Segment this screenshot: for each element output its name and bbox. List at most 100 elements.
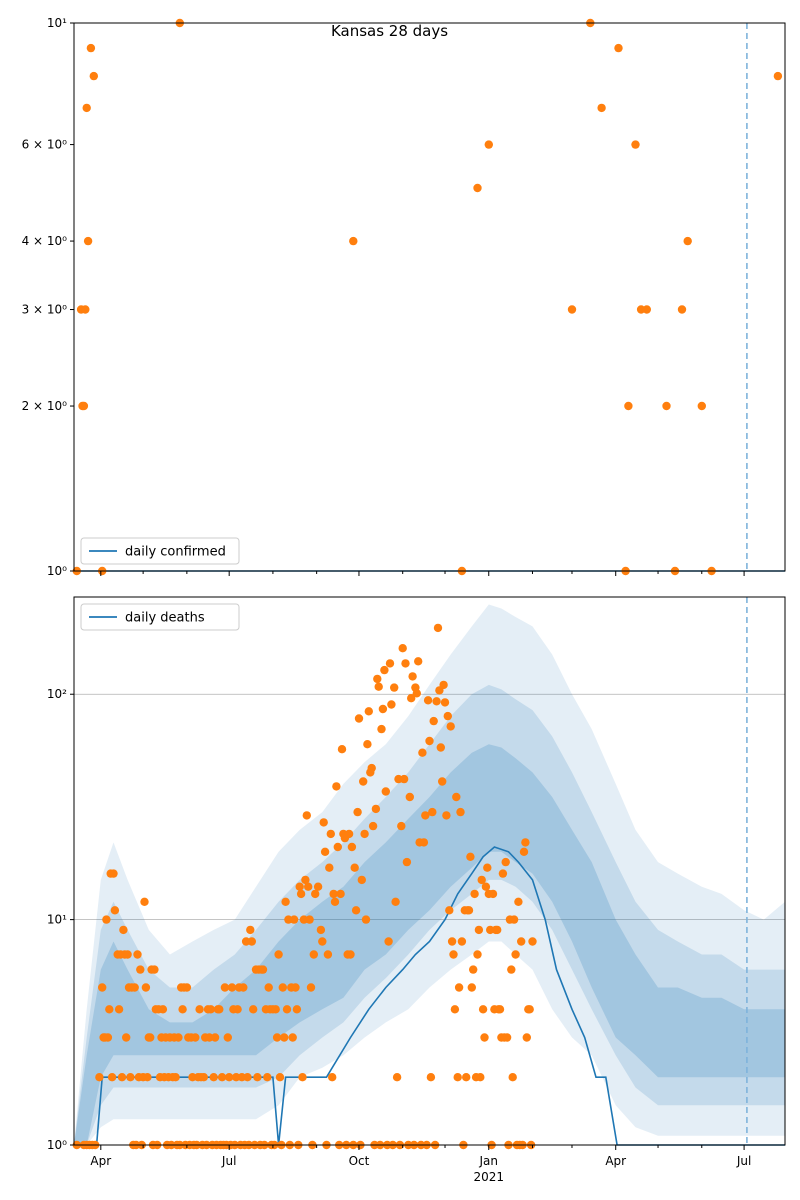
x-tick-label: Jul [221,1154,236,1168]
data-point [438,777,447,786]
data-point [360,829,369,839]
data-point [296,889,306,899]
data-point [107,1073,117,1082]
data-point [466,852,475,861]
data-point [481,882,491,891]
x-tick-label: Oct [349,1154,370,1168]
y-tick-label: 4 × 10⁰ [22,234,68,248]
data-point [412,689,421,698]
data-point [508,1073,517,1082]
data-point [243,1073,252,1082]
data-point [402,857,412,867]
x-tick-label: Jul [736,1154,751,1168]
confirmed-panel: 10⁰ 2 × 10⁰ 3 × 10⁰ 4 × 10⁰ 6 × 10⁰ 10¹ Kansas… [22,16,786,578]
data-point [399,774,409,784]
data-point [631,140,640,149]
y-tick-label: 6 × 10⁰ [22,138,68,152]
data-point [130,983,139,992]
data-point [567,305,577,314]
data-point [272,1033,282,1042]
data-point [282,1005,292,1014]
data-point [79,401,89,411]
data-point [174,1033,183,1042]
data-point [449,950,458,959]
data-point [332,782,341,791]
data-point [456,807,465,817]
data-point [103,1033,113,1042]
data-point [239,983,248,992]
data-point [442,811,451,820]
data-point [126,1073,135,1082]
data-point [528,937,537,946]
data-point [291,983,300,992]
data-point [371,804,381,814]
data-point [384,937,393,946]
data-point [329,889,338,899]
data-point [501,857,510,867]
data-point [514,897,523,906]
data-point [773,71,783,81]
data-point [223,1033,232,1042]
uncertainty-band [74,684,785,1145]
data-point [351,906,361,915]
data-point [642,305,651,314]
data-point [521,838,530,847]
data-point [439,680,448,690]
data-point [428,807,437,817]
y-tick-label: 2 × 10⁰ [22,399,68,413]
data-point [359,777,368,786]
legend: daily deaths [80,603,240,631]
data-point [311,889,320,899]
data-point [387,700,396,709]
data-point [313,882,323,891]
data-point [391,897,400,906]
data-point [436,743,445,752]
data-point [522,1033,531,1042]
data-point [304,882,313,891]
data-point [225,1073,234,1082]
data-point [195,1005,204,1014]
data-point [450,1005,460,1014]
data-point [421,811,430,820]
data-point [662,401,671,411]
data-point [227,983,237,992]
data-point [398,644,407,653]
data-point [614,43,623,53]
legend: daily confirmed [80,537,240,565]
data-point [502,1033,512,1042]
data-point [95,1073,104,1082]
data-point [89,71,99,81]
data-point [405,792,414,802]
data-point [433,623,443,633]
data-point [83,236,93,246]
data-point [133,950,142,959]
data-point [407,694,416,703]
data-point [109,869,118,878]
data-point [419,838,429,847]
data-point [364,707,373,716]
data-point [233,1005,242,1014]
legend-label: daily confirmed [125,545,226,560]
data-point [333,842,342,852]
data-point [473,183,482,193]
data-point [278,983,287,992]
data-point [452,792,461,802]
data-point [271,1005,280,1014]
data-point [381,787,390,796]
data-point [414,657,423,666]
data-point [301,875,310,885]
data-point [367,763,376,773]
data-point [423,696,433,705]
data-point [305,915,314,924]
data-point [597,103,606,113]
data-point [464,906,474,915]
data-point [206,1005,215,1014]
data-point [191,1033,200,1042]
data-point [143,1073,152,1082]
data-point [117,1073,127,1082]
plot-frame [73,596,786,1146]
data-point [110,906,120,915]
data-point [378,704,388,714]
data-point [323,950,333,959]
